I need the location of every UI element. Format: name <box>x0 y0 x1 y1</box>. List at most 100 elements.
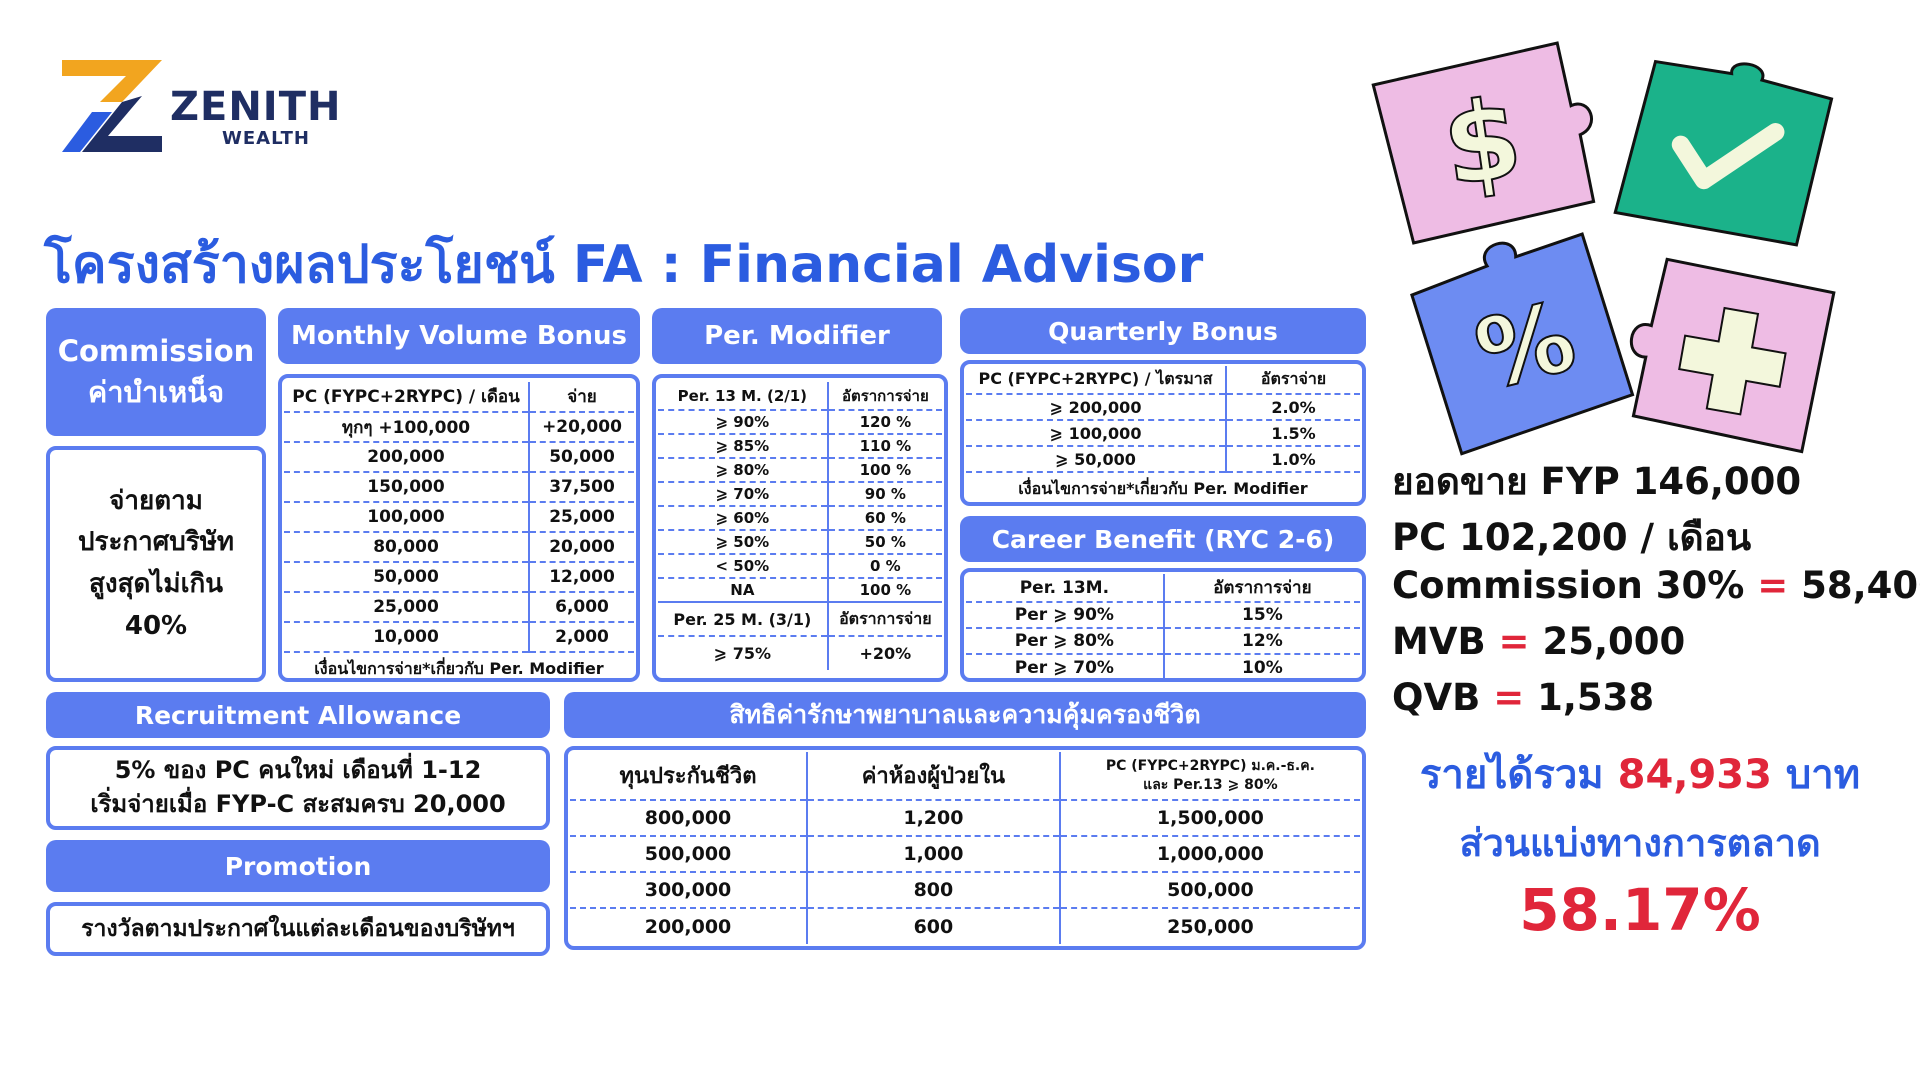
commission-text-3: สูงสุดไม่เกิน <box>89 569 223 599</box>
promotion-body: รางวัลตามประกาศในแต่ละเดือนของบริษัทฯ <box>46 902 550 956</box>
promotion-text: รางวัลตามประกาศในแต่ละเดือนของบริษัทฯ <box>81 916 515 942</box>
medical-table-box: ทุนประกันชีวิต ค่าห้องผู้ป่วยใน PC (FYPC… <box>564 746 1366 950</box>
mvb-cell: 25,000 <box>284 592 529 623</box>
per25-cell: +20% <box>826 636 942 670</box>
medical-cell: 800 <box>806 872 1060 909</box>
qb-col-pc: PC (FYPC+2RYPC) / ไตรมาส <box>966 366 1227 395</box>
summary-fyp: ยอดขาย FYP 146,000 <box>1392 460 1802 503</box>
summary-qvb: QVB = 1,538 <box>1392 676 1654 719</box>
medical-cell: 300,000 <box>570 872 807 909</box>
per13-col-per: Per. 13 M. (2/1) <box>658 382 828 411</box>
medical-cell: 800,000 <box>570 800 807 837</box>
career-col-rate: อัตราการจ่าย <box>1162 574 1360 603</box>
mvb-header: Monthly Volume Bonus <box>278 308 640 364</box>
mvb-cell: 2,000 <box>528 622 634 653</box>
brand-sub: WEALTH <box>222 128 310 149</box>
summary-income: รายได้รวม 84,933 บาท <box>1380 742 1900 806</box>
summary-commission: Commission 30% = 58,400 <box>1392 564 1920 607</box>
summary-qvb-value: 1,538 <box>1537 676 1655 719</box>
qb-header: Quarterly Bonus <box>960 308 1366 354</box>
per13-cell: 50 % <box>826 530 942 555</box>
career-cell: 10% <box>1162 654 1360 680</box>
recruit-line-1: 5% ของ PC คนใหม่ เดือนที่ 1-12 <box>114 756 482 785</box>
commission-header: Commission ค่าบำเหน็จ <box>46 308 266 436</box>
equals-sign: = <box>1493 676 1525 719</box>
per13-table: Per. 13 M. (2/1) อัตราการจ่าย ⩾ 90% 120 % … <box>658 382 942 670</box>
per13-cell: ⩾ 90% <box>658 410 828 435</box>
summary-pc: PC 102,200 / เดือน <box>1392 516 1752 559</box>
qb-table-box: PC (FYPC+2RYPC) / ไตรมาส อัตราจ่าย ⩾ 200,… <box>960 360 1366 506</box>
per25-cell: ⩾ 75% <box>713 644 771 663</box>
qb-cell: ⩾ 200,000 <box>966 394 1227 421</box>
career-cell: Per ⩾ 70% <box>1014 657 1114 678</box>
medical-col-pc-line2: และ Per.13 ⩾ 80% <box>1143 776 1278 793</box>
qb-cell: 1.5% <box>1225 420 1360 447</box>
qb-note: เงื่อนไขการจ่าย*เกี่ยวกับ Per. Modifier <box>1018 479 1308 498</box>
qb-cell: 2.0% <box>1225 394 1360 421</box>
per13-cell: NA <box>658 578 828 603</box>
per13-cell: 0 % <box>826 554 942 579</box>
percent-icon: % <box>1410 232 1635 456</box>
per13-cell: 100 % <box>826 578 942 603</box>
plus-icon <box>1629 257 1836 454</box>
medical-cell: 1,000,000 <box>1058 836 1360 873</box>
medical-cell: 200,000 <box>644 915 732 938</box>
equals-sign: = <box>1757 564 1789 607</box>
recruit-body: 5% ของ PC คนใหม่ เดือนที่ 1-12 เริ่มจ่าย… <box>46 746 550 830</box>
per13-cell: 110 % <box>826 434 942 459</box>
per13-cell: < 50% <box>658 554 828 579</box>
mvb-cell: 50,000 <box>284 562 529 593</box>
mvb-col-pay: จ่าย <box>528 382 634 413</box>
summary-qvb-label: QVB <box>1392 676 1481 719</box>
per13-col-rate: อัตราการจ่าย <box>826 382 942 411</box>
promotion-header: Promotion <box>46 840 550 892</box>
income-label: รายได้รวม <box>1419 752 1604 798</box>
medical-col-pc-line1: PC (FYPC+2RYPC) ม.ค.-ธ.ค. <box>1105 757 1315 774</box>
medical-col-room: ค่าห้องผู้ป่วยใน <box>806 752 1060 801</box>
mvb-cell: ทุกๆ +100,000 <box>284 412 529 443</box>
per13-cell: ⩾ 80% <box>658 458 828 483</box>
mvb-cell: 100,000 <box>284 502 529 533</box>
commission-text-1: จ่ายตาม <box>109 485 203 516</box>
medical-header: สิทธิค่ารักษาพยาบาลและความคุ้มครองชีวิต <box>564 692 1366 738</box>
summary-mvb-value: 25,000 <box>1542 620 1686 663</box>
medical-col-life: ทุนประกันชีวิต <box>570 752 807 801</box>
commission-body: จ่ายตาม ประกาศบริษัท สูงสุดไม่เกิน 40% <box>46 446 266 682</box>
qb-table: PC (FYPC+2RYPC) / ไตรมาส อัตราจ่าย ⩾ 200,… <box>966 366 1360 473</box>
per25-col-per: Per. 25 M. (3/1) <box>658 602 828 637</box>
per13-cell: 60 % <box>826 506 942 531</box>
recruit-header: Recruitment Allowance <box>46 692 550 738</box>
brand-name: ZENITH <box>170 84 342 130</box>
career-col-per: Per. 13M. <box>966 574 1164 603</box>
commission-subtitle: ค่าบำเหน็จ <box>87 375 225 409</box>
medical-cell: 1,200 <box>806 800 1060 837</box>
career-table-box: Per. 13M. อัตราการจ่าย Per ⩾ 90% 15% Per ⩾… <box>960 568 1366 682</box>
career-header: Career Benefit (RYC 2-6) <box>960 516 1366 562</box>
per13-cell: ⩾ 70% <box>658 482 828 507</box>
per25-col-rate: อัตราการจ่าย <box>826 602 942 637</box>
zenith-logo-icon <box>62 60 162 152</box>
per13-cell: ⩾ 60% <box>658 506 828 531</box>
per13-cell: 90 % <box>826 482 942 507</box>
career-cell: 12% <box>1162 628 1360 655</box>
mvb-cell: 150,000 <box>284 472 529 503</box>
per-table-box: Per. 13 M. (2/1) อัตราการจ่าย ⩾ 90% 120 % … <box>652 374 948 682</box>
income-unit: บาท <box>1785 752 1861 798</box>
income-value: 84,933 <box>1617 752 1772 798</box>
per13-cell: 120 % <box>826 410 942 435</box>
qb-cell: 1.0% <box>1225 446 1360 473</box>
dollar-icon: $ <box>1371 41 1596 245</box>
mvb-cell: 6,000 <box>528 592 634 623</box>
per13-cell: ⩾ 50% <box>658 530 828 555</box>
mvb-table: PC (FYPC+2RYPC) / เดือน จ่าย ทุกๆ +100,00… <box>284 382 634 653</box>
mvb-cell: 37,500 <box>528 472 634 503</box>
commission-text-2: ประกาศบริษัท <box>77 527 235 558</box>
mvb-col-pc: PC (FYPC+2RYPC) / เดือน <box>284 382 529 413</box>
per13-cell: ⩾ 85% <box>658 434 828 459</box>
qb-col-rate: อัตราจ่าย <box>1225 366 1360 395</box>
career-cell: Per ⩾ 90% <box>966 602 1164 629</box>
medical-cell: 500,000 <box>570 836 807 873</box>
mvb-cell: 12,000 <box>528 562 634 593</box>
career-table: Per. 13M. อัตราการจ่าย Per ⩾ 90% 15% Per ⩾… <box>966 574 1360 680</box>
recruit-line-2: เริ่มจ่ายเมื่อ FYP-C สะสมครบ 20,000 <box>90 790 506 818</box>
